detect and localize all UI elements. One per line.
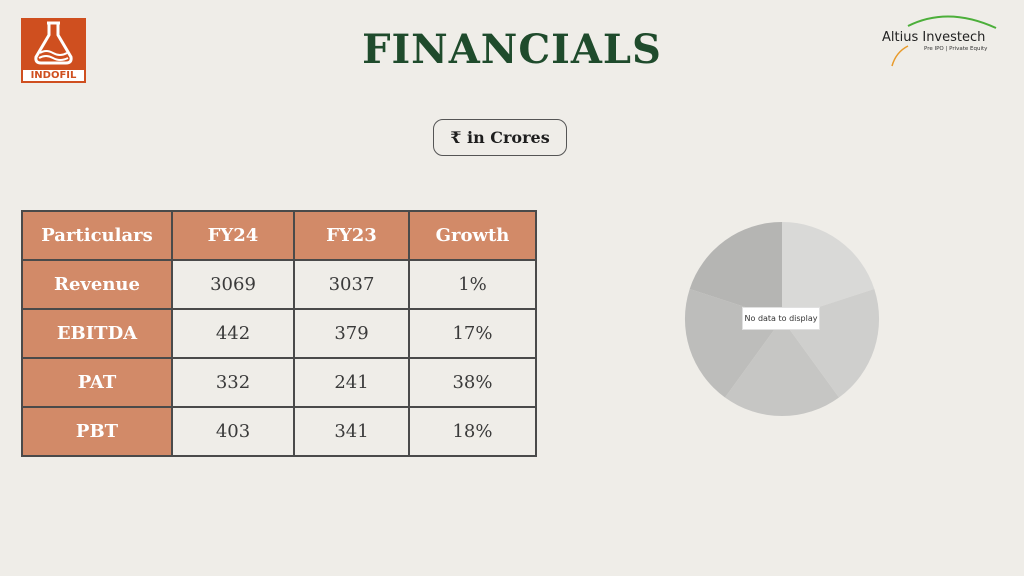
cell-fy24: 3069 <box>171 259 295 310</box>
table-row: PAT 332 241 38% <box>21 357 537 408</box>
row-label: PBT <box>21 406 173 457</box>
no-data-message: No data to display <box>742 307 820 330</box>
altius-brand: Altius Investech <box>882 30 986 45</box>
financials-table: Particulars FY24 FY23 Growth Revenue 306… <box>21 210 537 457</box>
cell-fy24: 403 <box>171 406 295 457</box>
altius-tagline: Pre IPO | Private Equity <box>924 46 988 52</box>
table-row: Revenue 3069 3037 1% <box>21 259 537 310</box>
cell-growth: 17% <box>408 308 537 359</box>
row-label: Revenue <box>21 259 173 310</box>
indofil-logo-text: INDOFIL <box>21 68 86 83</box>
table-header-row: Particulars FY24 FY23 Growth <box>21 210 537 261</box>
cell-fy24: 332 <box>171 357 295 408</box>
cell-fy24: 442 <box>171 308 295 359</box>
cell-growth: 1% <box>408 259 537 310</box>
header-growth: Growth <box>408 210 537 261</box>
flask-icon <box>34 21 73 65</box>
indofil-logo: INDOFIL <box>21 18 86 83</box>
pie-slice <box>725 319 839 417</box>
swoosh-icon <box>891 15 997 67</box>
header-fy24: FY24 <box>171 210 295 261</box>
row-label: EBITDA <box>21 308 173 359</box>
table-row: PBT 403 341 18% <box>21 406 537 457</box>
row-label: PAT <box>21 357 173 408</box>
unit-badge: ₹ in Crores <box>433 119 567 156</box>
cell-growth: 38% <box>408 357 537 408</box>
cell-fy23: 341 <box>293 406 410 457</box>
cell-fy23: 241 <box>293 357 410 408</box>
page-title: FINANCIALS <box>362 26 662 73</box>
cell-fy23: 3037 <box>293 259 410 310</box>
pie-slice <box>782 221 875 319</box>
cell-fy23: 379 <box>293 308 410 359</box>
altius-logo: Altius Investech Pre IPO | Private Equit… <box>878 12 1008 72</box>
cell-growth: 18% <box>408 406 537 457</box>
header-fy23: FY23 <box>293 210 410 261</box>
table-row: EBITDA 442 379 17% <box>21 308 537 359</box>
empty-pie-chart <box>684 221 880 417</box>
header-particulars: Particulars <box>21 210 173 261</box>
pie-slice <box>689 221 782 319</box>
